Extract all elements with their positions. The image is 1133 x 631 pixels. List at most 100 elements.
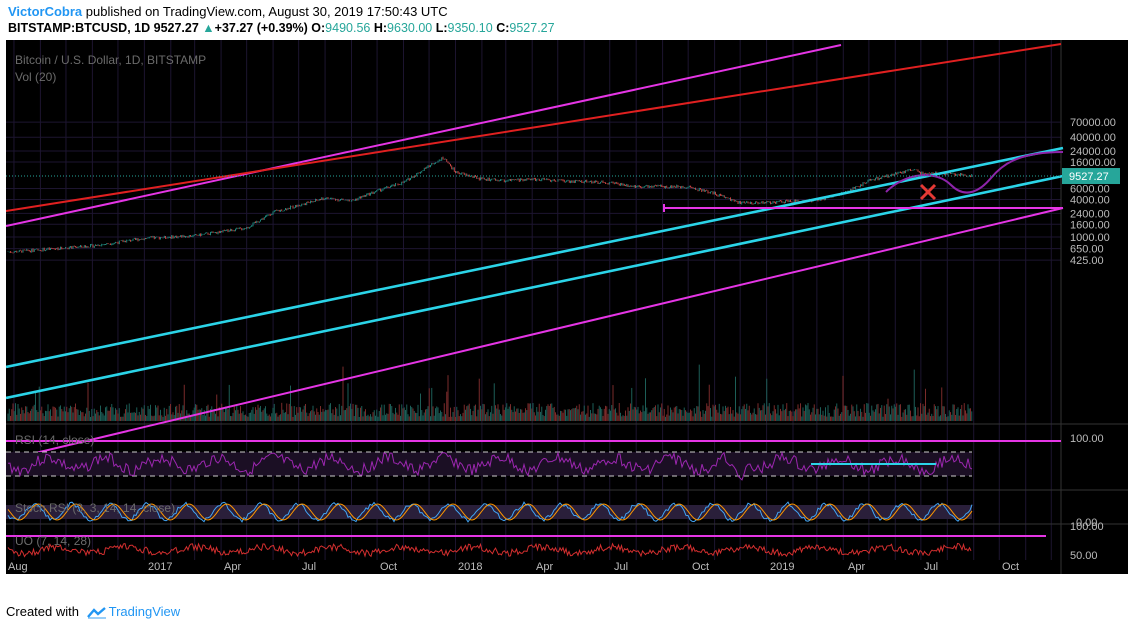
lower-magenta-line bbox=[5, 207, 1064, 461]
high-value: 9630.00 bbox=[387, 21, 433, 35]
volume-bar bbox=[770, 413, 771, 421]
volume-bar bbox=[887, 398, 889, 421]
volume-bar bbox=[308, 413, 310, 421]
volume-bar bbox=[852, 406, 854, 421]
volume-bar bbox=[432, 406, 434, 421]
volume-bar bbox=[80, 410, 81, 421]
volume-bar bbox=[693, 408, 695, 421]
volume-bar bbox=[358, 416, 360, 421]
time-tick-label: Apr bbox=[848, 561, 865, 573]
volume-bar bbox=[190, 416, 191, 421]
volume-bar bbox=[566, 415, 568, 421]
volume-bar bbox=[491, 405, 493, 421]
volume-bar bbox=[921, 413, 923, 421]
volume-bar bbox=[550, 403, 551, 421]
volume-bar bbox=[815, 414, 816, 421]
volume-bar bbox=[8, 408, 10, 421]
volume-bar bbox=[31, 408, 33, 421]
volume-bar bbox=[375, 415, 376, 421]
volume-bar bbox=[747, 410, 749, 421]
open-value: 9490.56 bbox=[325, 21, 371, 35]
volume-bar bbox=[397, 414, 399, 421]
volume-bar bbox=[46, 411, 48, 421]
volume-bar bbox=[332, 409, 334, 421]
volume-bar bbox=[256, 409, 258, 421]
author-name[interactable]: VictorCobra bbox=[8, 4, 83, 19]
volume-bar bbox=[237, 409, 239, 421]
volume-bar bbox=[457, 410, 459, 421]
volume-bar bbox=[703, 413, 705, 421]
volume-bar bbox=[420, 393, 421, 421]
volume-bar bbox=[821, 414, 823, 421]
tradingview-logo-icon bbox=[86, 606, 106, 619]
volume-bar bbox=[595, 413, 596, 421]
volume-bar bbox=[117, 413, 119, 421]
volume-bar bbox=[146, 416, 148, 421]
volume-bar bbox=[266, 413, 268, 421]
volume-bar bbox=[953, 404, 955, 421]
volume-bar bbox=[628, 410, 630, 421]
volume-bar bbox=[263, 408, 265, 421]
volume-bar bbox=[362, 416, 364, 421]
volume-bar bbox=[166, 408, 168, 421]
volume-bar bbox=[235, 410, 236, 421]
price-tick-label: 2400.00 bbox=[1070, 208, 1110, 220]
volume-bar bbox=[856, 404, 858, 421]
volume-bar bbox=[663, 408, 665, 421]
volume-bar bbox=[296, 407, 298, 421]
x-mark-icon bbox=[919, 183, 937, 201]
volume-bar bbox=[672, 412, 674, 421]
chart-container[interactable]: 70000.00 40000.00 24000.00 16000.00 9527.27 6… bbox=[5, 40, 1128, 574]
volume-bar bbox=[587, 405, 589, 421]
volume-bar bbox=[245, 414, 246, 421]
price-tick-label: 6000.00 bbox=[1070, 184, 1110, 196]
volume-bar bbox=[585, 414, 586, 421]
volume-bar bbox=[11, 409, 13, 421]
price-candles bbox=[7, 156, 973, 254]
volume-bar bbox=[262, 410, 264, 421]
volume-bar bbox=[337, 416, 339, 421]
volume-bar bbox=[686, 411, 688, 421]
volume-bar bbox=[152, 416, 154, 421]
volume-bar bbox=[295, 414, 296, 421]
price-axis: 70000.0040000.0024000.0016000.009527.276… bbox=[1062, 117, 1120, 562]
volume-bar bbox=[377, 416, 379, 421]
tradingview-link[interactable]: TradingView bbox=[108, 604, 181, 619]
volume-bar bbox=[333, 414, 335, 421]
volume-bar bbox=[607, 413, 609, 421]
volume-bar bbox=[793, 411, 795, 421]
volume-bar bbox=[823, 415, 825, 421]
volume-bar bbox=[785, 408, 786, 421]
rsi-line bbox=[7, 450, 973, 481]
volume-bar bbox=[503, 409, 505, 421]
drawings bbox=[5, 43, 1064, 461]
volume-bar bbox=[180, 413, 181, 421]
volume-bar bbox=[862, 416, 864, 421]
chart-canvas[interactable]: 70000.0040000.0024000.0016000.009527.276… bbox=[5, 40, 1128, 574]
volume-bar bbox=[276, 412, 278, 421]
volume-bar bbox=[25, 406, 26, 421]
volume-bar bbox=[593, 413, 595, 421]
volume-bar bbox=[728, 414, 730, 421]
volume-bar bbox=[591, 413, 593, 421]
volume-bar bbox=[461, 416, 463, 421]
volume-bar bbox=[356, 404, 358, 421]
volume-bar bbox=[45, 410, 46, 421]
volume-bar bbox=[822, 410, 824, 421]
volume-bar bbox=[233, 405, 235, 421]
volume-bar bbox=[446, 391, 448, 421]
price-tick-label: 4000.00 bbox=[1070, 195, 1110, 207]
volume-bar bbox=[568, 409, 570, 421]
volume-bar bbox=[128, 403, 130, 421]
volume-bar bbox=[280, 414, 281, 421]
volume-bar bbox=[615, 408, 616, 421]
volume-bar bbox=[95, 413, 96, 421]
volume-bar bbox=[138, 411, 140, 421]
time-tick-label: Apr bbox=[224, 561, 241, 573]
volume-bar bbox=[641, 412, 643, 421]
volume-bar bbox=[130, 412, 131, 421]
volume-bar bbox=[467, 405, 469, 421]
volume-bar bbox=[906, 414, 908, 421]
volume-bar bbox=[312, 405, 314, 421]
volume-bar bbox=[108, 410, 110, 421]
